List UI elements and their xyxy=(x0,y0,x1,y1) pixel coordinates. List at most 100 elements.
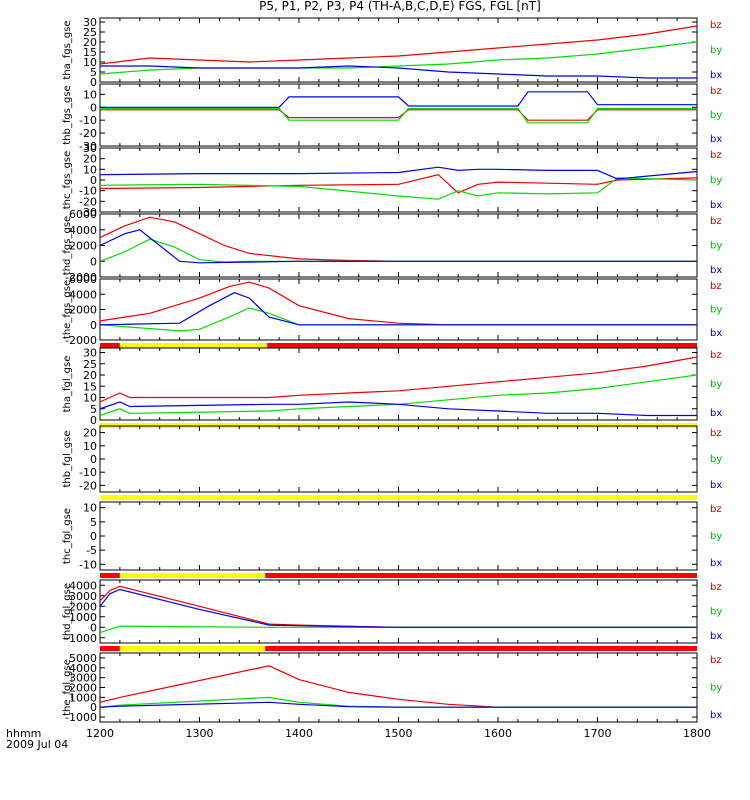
panel-ylabel: tha_fgs_gse xyxy=(62,20,73,79)
panel-ylabel: thc_fgl_gse xyxy=(62,508,73,564)
date-label: 2009 Jul 04 xyxy=(6,738,69,751)
y-tick-label: 2000 xyxy=(69,240,97,253)
y-tick-label: 0 xyxy=(90,414,97,427)
panel-frame xyxy=(99,501,698,571)
panel-ylabel: the_fgl_gse xyxy=(62,659,73,716)
legend-by: by xyxy=(710,607,722,618)
y-tick-label: 5 xyxy=(90,66,97,79)
y-tick-label: 0 xyxy=(90,174,97,187)
y-tick-label: -30 xyxy=(79,140,97,153)
status-bar-red xyxy=(265,573,697,578)
y-tick-label: 0 xyxy=(90,76,97,89)
y-tick-label: 10 xyxy=(83,392,97,405)
y-tick-label: 3000 xyxy=(69,590,97,603)
series-line-by xyxy=(100,177,697,200)
y-tick-label: 20 xyxy=(83,369,97,382)
x-tick-label: 1800 xyxy=(683,727,711,740)
status-bar-yellow xyxy=(100,495,697,500)
panel-5: the_fgs_gse-2000 0 2000 4000 6000 bz by bx xyxy=(62,273,722,348)
legend-bz: bz xyxy=(710,655,722,666)
status-bar-red xyxy=(100,646,120,651)
time-axis-label: hhmm xyxy=(6,727,42,740)
y-tick-label: 6000 xyxy=(69,208,97,221)
panel-frame xyxy=(99,278,698,341)
legend-by: by xyxy=(710,305,722,316)
y-tick-label: -10 xyxy=(79,466,97,479)
legend-bx: bx xyxy=(710,710,722,721)
y-tick-label: 30 xyxy=(83,347,97,360)
status-bar-red xyxy=(265,646,697,651)
y-tick-label: 4000 xyxy=(69,288,97,301)
series-line-bx xyxy=(100,229,697,264)
panel-frame xyxy=(99,579,698,644)
x-tick-label: 1700 xyxy=(584,727,612,740)
legend-by: by xyxy=(710,45,722,56)
panel-frame xyxy=(99,652,698,723)
series-line-bx xyxy=(100,166,697,180)
panel-ylabel: tha_fgl_gse xyxy=(62,356,73,413)
y-tick-label: -5 xyxy=(86,544,97,557)
panel-ylabel: thb_fgl_gse xyxy=(62,431,73,488)
y-tick-label: -1000 xyxy=(65,632,97,645)
y-tick-label: -30 xyxy=(79,206,97,219)
legend-by: by xyxy=(710,241,722,252)
x-tick-label: 1600 xyxy=(484,727,512,740)
series-line-bx xyxy=(100,65,697,79)
legend-bz: bz xyxy=(710,150,722,161)
x-tick-label: 1500 xyxy=(385,727,413,740)
y-tick-label: 0 xyxy=(90,621,97,634)
legend-bz: bz xyxy=(710,428,722,439)
y-tick-label: 5 xyxy=(90,403,97,416)
y-tick-label: 10 xyxy=(83,502,97,515)
y-tick-label: -10 xyxy=(79,185,97,198)
legend-bx: bx xyxy=(710,200,722,211)
y-tick-label: -1000 xyxy=(65,711,97,724)
legend-bx: bx xyxy=(710,480,722,491)
y-tick-label: -2000 xyxy=(65,271,97,284)
legend-bx: bx xyxy=(710,328,722,339)
y-tick-label: 30 xyxy=(83,142,97,155)
y-tick-label: -20 xyxy=(79,479,97,492)
series-line-by xyxy=(100,238,697,263)
y-tick-label: 0 xyxy=(90,701,97,714)
y-tick-label: 30 xyxy=(83,16,97,29)
legend-bx: bx xyxy=(710,631,722,642)
y-tick-label: 25 xyxy=(83,358,97,371)
series-line-by xyxy=(100,41,697,75)
y-tick-label: 20 xyxy=(83,427,97,440)
panel-ylabel: thd_fgs_gse xyxy=(62,216,73,275)
panel-frame xyxy=(99,425,698,493)
series-line-bx xyxy=(100,292,697,326)
legend-bz: bz xyxy=(710,281,722,292)
legend-bz: bz xyxy=(710,582,722,593)
panel-frame xyxy=(99,17,698,83)
legend-by: by xyxy=(710,175,722,186)
panel-frame xyxy=(99,147,698,213)
legend-by: by xyxy=(710,379,722,390)
y-tick-label: 3000 xyxy=(69,672,97,685)
series-line-bx xyxy=(100,91,697,108)
y-tick-label: -20 xyxy=(79,195,97,208)
y-tick-label: -10 xyxy=(79,558,97,571)
series-line-bx xyxy=(100,701,697,708)
y-tick-label: 4000 xyxy=(69,224,97,237)
panel-ylabel: thd_fgl_gse xyxy=(62,583,73,640)
y-tick-label: 25 xyxy=(83,26,97,39)
y-tick-label: 15 xyxy=(83,46,97,59)
series-line-by xyxy=(100,307,697,332)
legend-bz: bz xyxy=(710,86,722,97)
series-line-bz xyxy=(100,356,697,403)
y-tick-label: 0 xyxy=(90,101,97,114)
legend-bx: bx xyxy=(710,134,722,145)
y-tick-label: 2000 xyxy=(69,682,97,695)
series-line-bx xyxy=(100,588,697,628)
series-line-bz xyxy=(100,281,697,326)
status-bar-yellow xyxy=(119,646,266,651)
series-line-by xyxy=(100,374,697,417)
y-tick-label: 10 xyxy=(83,88,97,101)
